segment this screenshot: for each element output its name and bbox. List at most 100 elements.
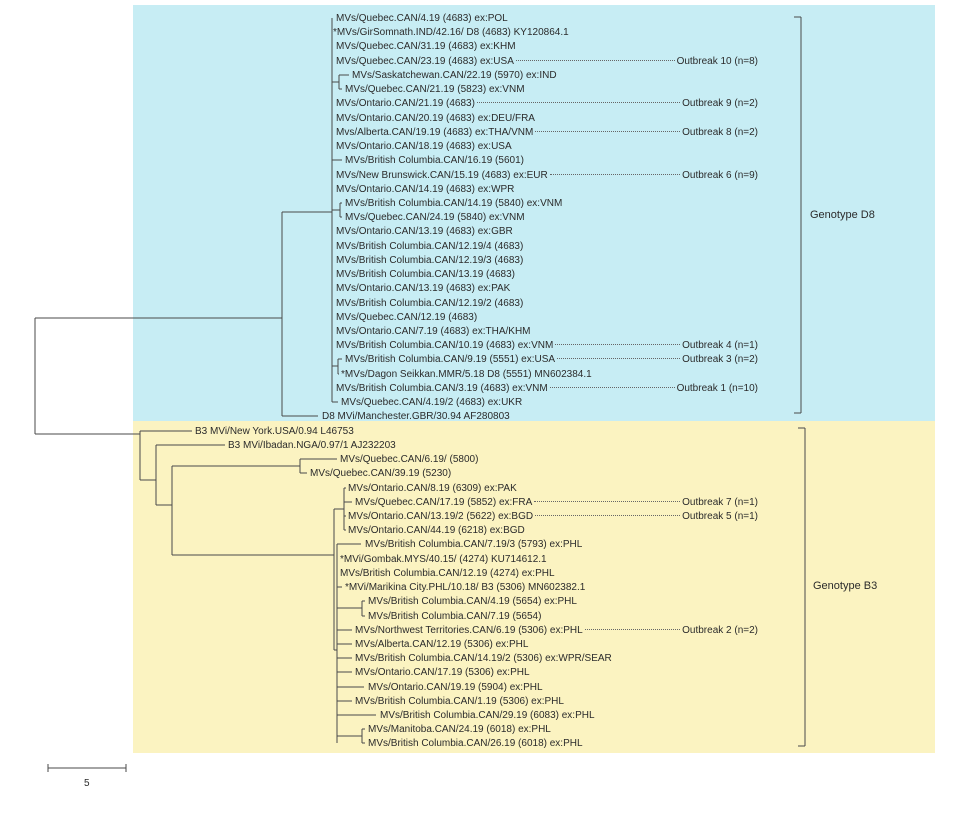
taxon-text: MVs/British Columbia.CAN/14.19/2 (5306) …: [355, 653, 612, 664]
dotted-leader: [535, 514, 681, 516]
taxon-text: MVs/Ontario.CAN/13.19 (4683) ex:PAK: [336, 283, 511, 294]
taxon-text: MVs/Ontario.CAN/19.19 (5904) ex:PHL: [368, 682, 543, 693]
taxon-text: MVs/British Columbia.CAN/16.19 (5601): [345, 155, 524, 166]
taxon-text: MVs/British Columbia.CAN/1.19 (5306) ex:…: [355, 696, 564, 707]
taxon-text: MVs/British Columbia.CAN/7.19 (5654): [368, 611, 542, 622]
taxon-label: MVs/British Columbia.CAN/13.19 (4683): [336, 268, 515, 281]
taxon-label: MVs/Quebec.CAN/31.19 (4683) ex:KHM: [336, 40, 516, 53]
branch-lines: [34, 18, 376, 744]
outbreak-label: Outbreak 1 (n=10): [676, 383, 758, 394]
taxon-label: MVs/British Columbia.CAN/7.19/3 (5793) e…: [365, 538, 582, 551]
taxon-label: MVs/Ontario.CAN/13.19 (4683) ex:PAK: [336, 282, 510, 295]
taxon-text: MVs/British Columbia.CAN/14.19 (5840) ex…: [345, 198, 563, 209]
taxon-label: MVs/Ontario.CAN/7.19 (4683) ex:THA/KHM: [336, 325, 531, 338]
taxon-label: MVs/British Columbia.CAN/4.19 (5654) ex:…: [368, 595, 577, 608]
genotype-b3-label: Genotype B3: [813, 580, 878, 592]
taxon-row: Mvs/Alberta.CAN/19.19 (4683) ex:THA/VNM O…: [336, 126, 758, 139]
taxon-text: MVs/Quebec.CAN/39.19 (5230): [310, 468, 452, 479]
taxon-text: MVs/British Columbia.CAN/12.19/4 (4683): [336, 241, 524, 252]
taxon-text: *MVs/GirSomnath.IND/42.16/ D8 (4683) KY1…: [333, 27, 569, 38]
taxon-text: MVs/Ontario.CAN/8.19 (6309) ex:PAK: [348, 483, 517, 494]
taxon-text: MVs/Quebec.CAN/4.19 (4683) ex:POL: [336, 13, 508, 24]
taxon-text: *MVi/Marikina City.PHL/10.18/ B3 (5306) …: [345, 582, 586, 593]
taxon-text: MVs/British Columbia.CAN/7.19/3 (5793) e…: [365, 539, 583, 550]
taxon-label: MVs/Ontario.CAN/18.19 (4683) ex:USA: [336, 140, 512, 153]
dotted-leader: [534, 500, 681, 502]
taxon-text: MVs/British Columbia.CAN/12.19/2 (4683): [336, 298, 524, 309]
taxon-text: MVs/Alberta.CAN/12.19 (5306) ex:PHL: [355, 639, 529, 650]
outbreak-label: Outbreak 9 (n=2): [682, 98, 758, 109]
dotted-leader: [515, 59, 675, 61]
outbreak-label: Outbreak 2 (n=2): [682, 625, 758, 636]
taxon-text: MVs/New Brunswick.CAN/15.19 (4683) ex:EU…: [336, 170, 548, 181]
outbreak-label: Outbreak 6 (n=9): [682, 170, 758, 181]
taxon-label: *MVi/Gombak.MYS/40.15/ (4274) KU714612.1: [340, 553, 547, 566]
taxon-row: MVs/Northwest Territories.CAN/6.19 (5306…: [355, 624, 758, 637]
taxon-label: MVs/Quebec.CAN/4.19/2 (4683) ex:UKR: [341, 396, 522, 409]
taxon-text: MVs/British Columbia.CAN/3.19 (4683) ex:…: [336, 383, 548, 394]
taxon-text: MVs/Quebec.CAN/17.19 (5852) ex:FRA: [355, 497, 533, 508]
taxon-label: MVs/Alberta.CAN/12.19 (5306) ex:PHL: [355, 638, 528, 651]
dotted-leader: [584, 628, 681, 630]
taxon-text: *MVs/Dagon Seikkan.MMR/5.18 D8 (5551) MN…: [341, 369, 592, 380]
scale-bar: [47, 764, 127, 772]
taxon-row: MVs/Quebec.CAN/23.19 (4683) ex:USA Outbre…: [336, 55, 758, 68]
dotted-leader: [549, 386, 675, 388]
taxon-label: MVs/Ontario.CAN/14.19 (4683) ex:WPR: [336, 183, 514, 196]
outbreak-label: Outbreak 10 (n=8): [676, 56, 758, 67]
taxon-text: MVs/British Columbia.CAN/12.19/3 (4683): [336, 255, 524, 266]
taxon-text: MVs/Quebec.CAN/23.19 (4683) ex:USA: [336, 56, 514, 67]
taxon-label: MVs/British Columbia.CAN/14.19 (5840) ex…: [345, 197, 562, 210]
taxon-label: MVs/Ontario.CAN/19.19 (5904) ex:PHL: [368, 681, 543, 694]
taxon-label: MVs/British Columbia.CAN/12.19 (4274) ex…: [340, 567, 555, 580]
taxon-text: MVs/Ontario.CAN/13.19/2 (5622) ex:BGD: [348, 511, 534, 522]
taxon-label: MVs/British Columbia.CAN/1.19 (5306) ex:…: [355, 695, 564, 708]
taxon-text: MVs/British Columbia.CAN/26.19 (6018) ex…: [368, 738, 583, 749]
taxon-text: D8 MVi/Manchester.GBR/30.94 AF280803: [322, 411, 510, 422]
outbreak-label: Outbreak 8 (n=2): [682, 127, 758, 138]
taxon-label: MVs/Quebec.CAN/6.19/ (5800): [340, 453, 478, 466]
taxon-row: MVs/Quebec.CAN/17.19 (5852) ex:FRA Outbre…: [355, 496, 758, 509]
taxon-text: MVs/Northwest Territories.CAN/6.19 (5306…: [355, 625, 583, 636]
taxon-text: MVs/Quebec.CAN/31.19 (4683) ex:KHM: [336, 41, 516, 52]
taxon-row: MVs/British Columbia.CAN/9.19 (5551) ex:…: [345, 353, 758, 366]
taxon-text: MVs/Ontario.CAN/20.19 (4683) ex:DEU/FRA: [336, 113, 535, 124]
taxon-text: MVs/Ontario.CAN/18.19 (4683) ex:USA: [336, 141, 512, 152]
outbreak-label: Outbreak 7 (n=1): [682, 497, 758, 508]
genotype-d8-bracket: [794, 16, 802, 414]
taxon-label: MVs/Ontario.CAN/8.19 (6309) ex:PAK: [348, 482, 517, 495]
taxon-label: MVs/British Columbia.CAN/29.19 (6083) ex…: [380, 709, 595, 722]
taxon-label: MVs/Saskatchewan.CAN/22.19 (5970) ex:IND: [352, 69, 557, 82]
taxon-text: MVs/Quebec.CAN/12.19 (4683): [336, 312, 478, 323]
taxon-label: MVs/Ontario.CAN/20.19 (4683) ex:DEU/FRA: [336, 112, 535, 125]
taxon-text: MVs/British Columbia.CAN/12.19 (4274) ex…: [340, 568, 555, 579]
genotype-b3-region: [133, 421, 935, 753]
taxon-label: MVs/British Columbia.CAN/7.19 (5654): [368, 610, 541, 623]
taxon-text: MVs/British Columbia.CAN/29.19 (6083) ex…: [380, 710, 595, 721]
dotted-leader: [549, 173, 681, 175]
dotted-leader: [555, 343, 681, 345]
taxon-row: MVs/British Columbia.CAN/10.19 (4683) ex…: [336, 339, 758, 352]
taxon-label: B3 MVi/Ibadan.NGA/0.97/1 AJ232203: [228, 439, 396, 452]
taxon-text: MVs/Quebec.CAN/4.19/2 (4683) ex:UKR: [341, 397, 523, 408]
taxon-label: MVs/British Columbia.CAN/12.19/3 (4683): [336, 254, 523, 267]
taxon-label: MVs/British Columbia.CAN/14.19/2 (5306) …: [355, 652, 612, 665]
taxon-text: MVs/British Columbia.CAN/4.19 (5654) ex:…: [368, 596, 577, 607]
taxon-label: MVs/Ontario.CAN/44.19 (6218) ex:BGD: [348, 524, 525, 537]
taxon-label: D8 MVi/Manchester.GBR/30.94 AF280803: [322, 410, 510, 423]
taxon-label: MVs/British Columbia.CAN/26.19 (6018) ex…: [368, 737, 583, 750]
taxon-text: MVs/Saskatchewan.CAN/22.19 (5970) ex:IND: [352, 70, 557, 81]
taxon-row: MVs/British Columbia.CAN/3.19 (4683) ex:…: [336, 382, 758, 395]
taxon-text: MVs/Ontario.CAN/14.19 (4683) ex:WPR: [336, 184, 515, 195]
taxon-label: MVs/British Columbia.CAN/16.19 (5601): [345, 154, 524, 167]
taxon-label: MVs/Quebec.CAN/12.19 (4683): [336, 311, 477, 324]
taxon-text: Mvs/Alberta.CAN/19.19 (4683) ex:THA/VNM: [336, 127, 534, 138]
taxon-text: MVs/Ontario.CAN/44.19 (6218) ex:BGD: [348, 525, 525, 536]
outbreak-label: Outbreak 5 (n=1): [682, 511, 758, 522]
taxon-text: MVs/Quebec.CAN/6.19/ (5800): [340, 454, 479, 465]
genotype-d8-label: Genotype D8: [810, 209, 875, 221]
taxon-label: MVs/Quebec.CAN/21.19 (5823) ex:VNM: [345, 83, 525, 96]
taxon-text: MVs/British Columbia.CAN/9.19 (5551) ex:…: [345, 354, 556, 365]
